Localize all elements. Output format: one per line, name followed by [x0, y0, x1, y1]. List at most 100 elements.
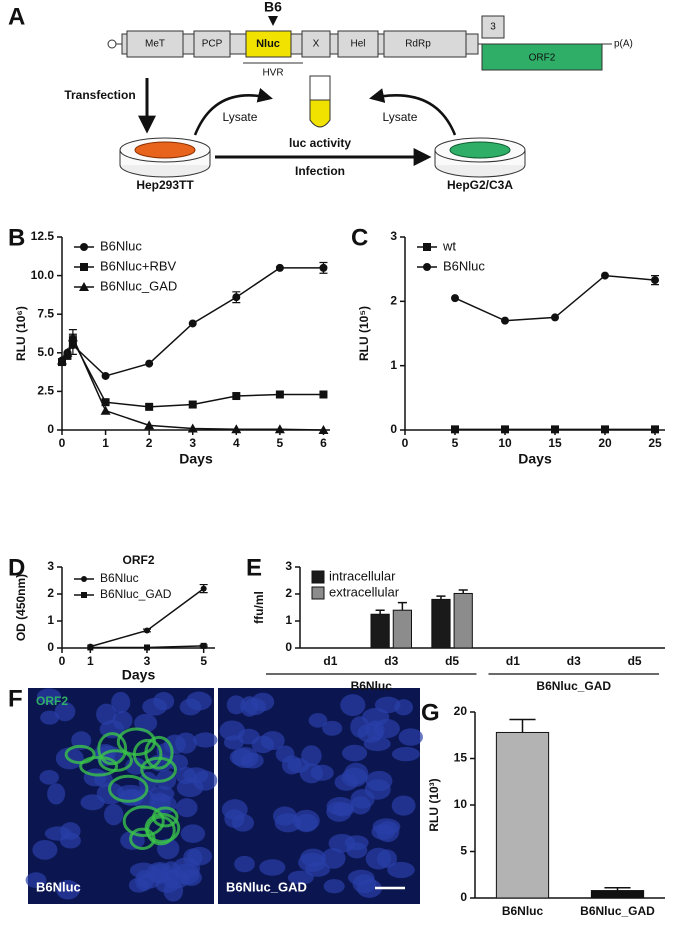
nucleus: [229, 748, 254, 766]
marker: [200, 642, 207, 649]
marker: [551, 425, 559, 434]
nucleus: [331, 802, 355, 817]
marker: [144, 420, 155, 430]
legend-label: B6Nluc: [443, 258, 485, 273]
series-line: [61, 335, 324, 431]
legend-label: B6Nluc: [100, 238, 142, 253]
marker: [275, 390, 284, 399]
orf2-signal: [122, 805, 165, 837]
nucleus: [163, 880, 184, 902]
legend-marker: [81, 576, 87, 582]
y-tick-label: 7.5: [37, 306, 54, 320]
legend-marker: [423, 243, 431, 251]
marker: [319, 263, 328, 272]
x-tick-label: d3: [384, 654, 398, 668]
gene-label: MeT: [145, 39, 165, 50]
nluc-box: [245, 30, 292, 58]
x-tick-label: 0: [59, 654, 66, 668]
x-tick-label: d3: [567, 654, 581, 668]
strain-label: B6: [264, 0, 282, 15]
micrograph: [25, 688, 218, 904]
x-tick-label: 10: [498, 436, 512, 450]
gene-label: PCP: [202, 39, 223, 50]
x-tick-label: B6Nluc_GAD: [580, 904, 655, 918]
domain-box: [383, 30, 467, 58]
nucleus: [32, 840, 58, 860]
gene-label: X: [313, 39, 320, 50]
x-tick-label: 5: [277, 436, 284, 450]
nucleus: [40, 710, 60, 725]
nucleus: [25, 872, 47, 888]
marker: [188, 400, 197, 409]
legend-label: extracellular: [329, 584, 400, 599]
y-tick-label: 3: [47, 559, 54, 573]
orf2-signal: [64, 744, 96, 765]
nucleus: [287, 870, 314, 885]
nucleus: [374, 696, 401, 714]
bar: [431, 598, 451, 649]
marker: [188, 319, 197, 328]
step-label: Lysate: [383, 110, 418, 124]
nucleus: [340, 694, 366, 717]
bar: [392, 609, 412, 649]
nucleus: [350, 789, 375, 809]
bar: [495, 731, 550, 899]
nucleus: [111, 691, 131, 714]
error-bar: [509, 718, 536, 733]
x-tick-label: 3: [189, 436, 196, 450]
y-axis-label: RLU (10³): [427, 778, 441, 831]
legend-label: intracellular: [329, 568, 396, 583]
nucleus: [180, 824, 206, 844]
error-bar: [436, 595, 446, 600]
y-tick-label: 5.0: [37, 345, 54, 359]
legend-swatch: [311, 586, 325, 600]
nucleus: [112, 711, 133, 730]
panel-label: A: [8, 3, 25, 30]
marker: [318, 425, 329, 434]
marker: [144, 627, 150, 634]
nucleus: [391, 746, 420, 762]
cell-label: HepG2/C3A: [447, 178, 513, 192]
gene-label: ORF2: [529, 53, 556, 64]
nucleus: [372, 818, 401, 835]
marker: [651, 276, 659, 285]
y-tick-label: 2: [47, 586, 54, 600]
nucleus: [323, 879, 345, 894]
nucleus: [391, 795, 416, 816]
legend-marker: [80, 243, 88, 251]
marker: [101, 371, 110, 380]
cap: [107, 39, 117, 49]
legend-marker: [423, 263, 431, 271]
nucleus: [56, 880, 80, 900]
nucleus: [308, 713, 328, 728]
domain-box: [193, 30, 231, 58]
x-tick-label: d5: [445, 654, 459, 668]
orf2-signal: [129, 827, 156, 850]
nucleus: [287, 757, 310, 773]
marker: [501, 316, 509, 325]
legend-label: B6Nluc: [100, 571, 139, 585]
marker: [87, 644, 94, 651]
nucleus: [322, 720, 343, 736]
micrograph: [218, 688, 423, 904]
panel-label: F: [8, 685, 23, 712]
panel-label: E: [246, 554, 262, 581]
x-tick-label: 4: [233, 436, 240, 450]
nucleus: [221, 799, 248, 820]
x-axis-label: Days: [179, 451, 213, 467]
orf2-signal: [98, 749, 133, 772]
legend-label: B6Nluc_GAD: [100, 587, 172, 601]
gene-label: 3: [490, 22, 496, 33]
marker: [67, 332, 78, 342]
y-tick-label: 3: [285, 559, 292, 573]
y-tick-label: 1: [47, 613, 54, 627]
orf2-signal: [79, 755, 119, 777]
hvr-label: HVR: [262, 68, 283, 79]
marker: [601, 271, 609, 280]
y-axis-label: RLU (10⁶): [14, 306, 28, 361]
legend-marker: [81, 592, 87, 598]
arrow: [193, 87, 273, 136]
tube-liquid: [309, 99, 331, 128]
x-tick-label: 3: [144, 654, 151, 668]
x-tick-label: 1: [102, 436, 109, 450]
